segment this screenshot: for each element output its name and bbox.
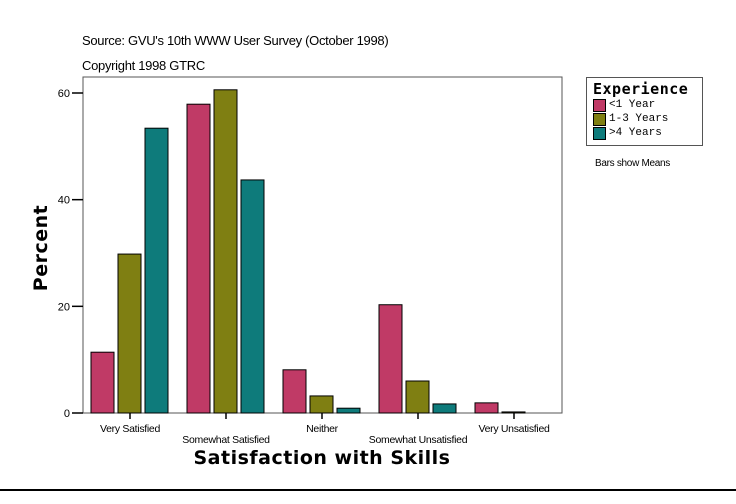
y-tick-label: 40 [58,195,70,207]
legend-swatch [593,127,606,140]
bar [405,380,430,414]
bar [282,369,307,414]
bar [309,395,334,414]
legend-swatch [593,99,606,112]
x-axis-title: Satisfaction with Skills [193,447,450,469]
legend-swatch [593,113,606,126]
divider [0,489,736,491]
legend-item: <1 Year [593,99,655,112]
bar [501,411,526,414]
x-tick-label: Very Unsatisfied [478,423,550,435]
source-text: Source: GVU's 10th WWW User Survey (Octo… [82,33,389,48]
bar [240,179,265,414]
y-tick-label: 60 [58,88,70,100]
legend-item: 1-3 Years [593,113,668,126]
bar [336,407,361,414]
legend-item: >4 Years [593,127,662,140]
bar [117,253,142,414]
x-tick-label: Somewhat Unsatisfied [369,434,468,446]
legend: Experience <1 Year 1-3 Years >4 Years [586,77,703,146]
x-tick-label: Very Satisfied [100,423,160,435]
bar [474,402,499,414]
y-axis-title: Percent [30,205,52,291]
x-tick-label: Somewhat Satisfied [182,434,270,446]
copyright-text: Copyright 1998 GTRC [82,58,205,73]
x-tick-label: Neither [306,423,339,435]
legend-label: 1-3 Years [609,113,669,125]
bar [144,127,169,414]
y-tick-label: 20 [58,301,70,313]
bar [213,89,238,414]
legend-title: Experience [593,80,689,98]
bar [378,304,403,414]
legend-label: <1 Year [609,99,656,111]
y-tick-label: 0 [64,408,70,420]
bar [90,351,115,414]
note-text: Bars show Means [595,158,670,169]
bar [432,403,457,414]
bar [186,103,211,414]
legend-label: >4 Years [609,127,662,139]
